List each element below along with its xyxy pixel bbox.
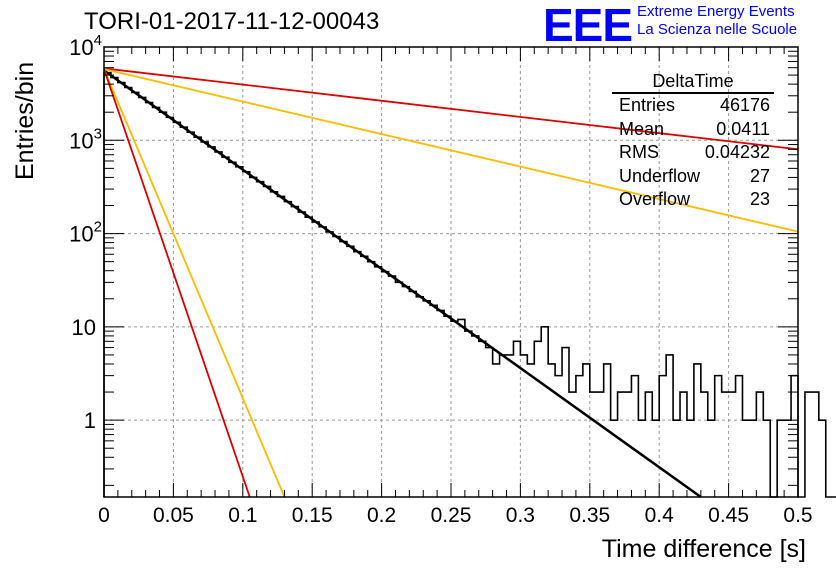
stats-label: Mean — [619, 118, 665, 139]
chart-title: TORI-01-2017-11-12-00043 — [84, 8, 380, 35]
stats-row: Overflow 23 — [612, 188, 774, 212]
grid-lines — [104, 47, 798, 497]
stats-label: Entries — [619, 95, 676, 115]
logo-line-2: La Scienza nelle Scuole — [637, 21, 798, 38]
x-tick-label: 0.3 — [506, 504, 535, 527]
stats-name: DeltaTime — [612, 71, 774, 94]
y-tick-base: 10 — [69, 35, 93, 60]
x-tick-label: 0.05 — [153, 504, 194, 527]
y-tick-label: 1 — [84, 408, 96, 433]
stats-value: 27 — [749, 165, 770, 186]
x-tick-label: 0.35 — [569, 504, 610, 527]
x-tick-labels: 0 0.05 0.1 0.15 0.2 0.25 0.3 0.35 0.4 0.45 0.5 — [98, 504, 812, 527]
x-tick-label: 0 — [98, 504, 110, 527]
eee-logo: EEE — [543, 0, 633, 51]
fit-line — [103, 68, 251, 498]
fit-line — [103, 67, 799, 151]
y-tick-label: 104 — [69, 32, 102, 60]
y-tick-base: 10 — [69, 128, 93, 153]
axis-ticks — [103, 46, 799, 497]
stats-row: Mean 0.0411 — [612, 118, 774, 142]
y-tick-exponent: 2 — [94, 219, 102, 236]
x-tick-label: 0.15 — [292, 504, 333, 527]
x-tick-label: 0.4 — [645, 504, 675, 527]
stats-row: Entries 46176 — [612, 94, 774, 118]
x-tick-label: 0.2 — [367, 504, 396, 527]
logo-line-1: Extreme Energy Events — [637, 3, 795, 20]
x-tick-label: 0.45 — [708, 504, 749, 527]
y-tick-label: 103 — [69, 125, 102, 153]
y-tick-exponent: 3 — [94, 125, 102, 142]
stats-value: 0.04232 — [704, 142, 770, 162]
y-tick-base: 10 — [69, 222, 93, 247]
x-tick-label: 0.25 — [431, 504, 472, 527]
x-tick-label: 0.5 — [783, 504, 812, 527]
y-axis-label: Entries/bin — [11, 61, 39, 180]
x-axis-label: Time difference [s] — [601, 535, 806, 563]
fit-lines — [103, 67, 799, 499]
fit-line — [103, 68, 286, 498]
y-tick-label: 10 — [72, 315, 96, 340]
y-tick-label: 102 — [69, 219, 102, 247]
stats-value: 0.0411 — [716, 118, 770, 139]
stats-label: Underflow — [619, 165, 701, 186]
y-tick-exponent: 4 — [94, 32, 102, 49]
stats-label: RMS — [619, 142, 659, 162]
fit-line — [103, 68, 799, 233]
fit-line — [103, 69, 702, 499]
stats-box: DeltaTime Entries 46176 Mean 0.0411 RMS 0.0… — [612, 71, 774, 212]
stats-row: RMS 0.04232 — [612, 141, 774, 165]
stats-row: Underflow 27 — [612, 165, 774, 189]
stats-value: 23 — [749, 189, 770, 209]
stats-value: 46176 — [719, 95, 770, 115]
stats-label: Overflow — [619, 189, 691, 209]
x-tick-label: 0.1 — [228, 504, 257, 527]
